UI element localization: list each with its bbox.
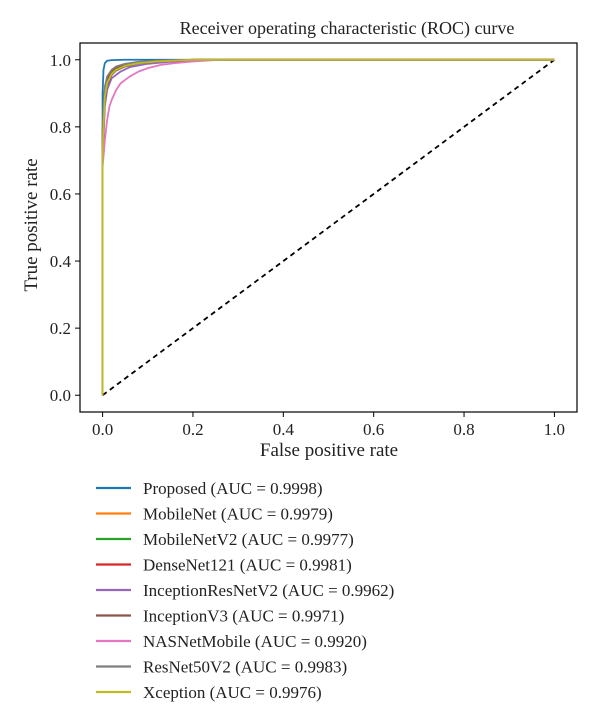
legend: Proposed (AUC = 0.9998) MobileNet (AUC = …	[96, 479, 394, 702]
legend-item: NASNetMobile (AUC = 0.9920)	[96, 632, 367, 651]
y-tick-label: 0.8	[50, 118, 71, 137]
x-tick-label: 0.0	[92, 420, 113, 439]
legend-label: InceptionV3 (AUC = 0.9971)	[143, 607, 344, 626]
chart-title: Receiver operating characteristic (ROC) …	[180, 18, 515, 39]
y-tick-label: 1.0	[50, 51, 71, 70]
y-tick-label: 0.0	[50, 386, 71, 405]
x-tick-label: 0.4	[273, 420, 295, 439]
legend-item: Xception (AUC = 0.9976)	[96, 683, 322, 702]
plot-frame	[79, 42, 578, 413]
legend-item: MobileNetV2 (AUC = 0.9977)	[96, 530, 354, 549]
legend-label: DenseNet121 (AUC = 0.9981)	[143, 556, 352, 575]
x-tick-label: 0.2	[182, 420, 203, 439]
legend-label: Proposed (AUC = 0.9998)	[143, 479, 323, 498]
y-tick-label: 0.6	[50, 185, 71, 204]
legend-label: InceptionResNetV2 (AUC = 0.9962)	[143, 581, 394, 600]
series-line-6	[101, 58, 555, 396]
legend-label: MobileNet (AUC = 0.9979)	[143, 505, 333, 524]
x-tick-label: 0.8	[453, 420, 474, 439]
y-tick-label: 0.4	[50, 252, 72, 271]
legend-item: InceptionResNetV2 (AUC = 0.9962)	[96, 581, 394, 600]
chance-diagonal-line	[102, 59, 555, 396]
axis-ticks: 0.0 0.2 0.4 0.6 0.8 1.0 0.0 0.2 0.4 0.6 0.8 1.0	[50, 51, 565, 439]
legend-item: Proposed (AUC = 0.9998)	[96, 479, 323, 498]
plot-area	[79, 42, 578, 413]
legend-item: ResNet50V2 (AUC = 0.9983)	[96, 658, 347, 677]
x-tick-label: 1.0	[544, 420, 565, 439]
series-line-8	[101, 58, 555, 396]
legend-item: InceptionV3 (AUC = 0.9971)	[96, 607, 344, 626]
y-tick-label: 0.2	[50, 319, 71, 338]
series-line-0	[101, 58, 555, 396]
legend-label: NASNetMobile (AUC = 0.9920)	[143, 632, 367, 651]
legend-item: MobileNet (AUC = 0.9979)	[96, 505, 333, 524]
x-tick-label: 0.6	[363, 420, 384, 439]
legend-label: Xception (AUC = 0.9976)	[143, 683, 322, 702]
legend-label: ResNet50V2 (AUC = 0.9983)	[143, 658, 347, 677]
y-axis-label: True positive rate	[21, 158, 42, 291]
x-axis-label: False positive rate	[260, 440, 398, 461]
legend-label: MobileNetV2 (AUC = 0.9977)	[143, 530, 354, 549]
legend-item: DenseNet121 (AUC = 0.9981)	[96, 556, 352, 575]
